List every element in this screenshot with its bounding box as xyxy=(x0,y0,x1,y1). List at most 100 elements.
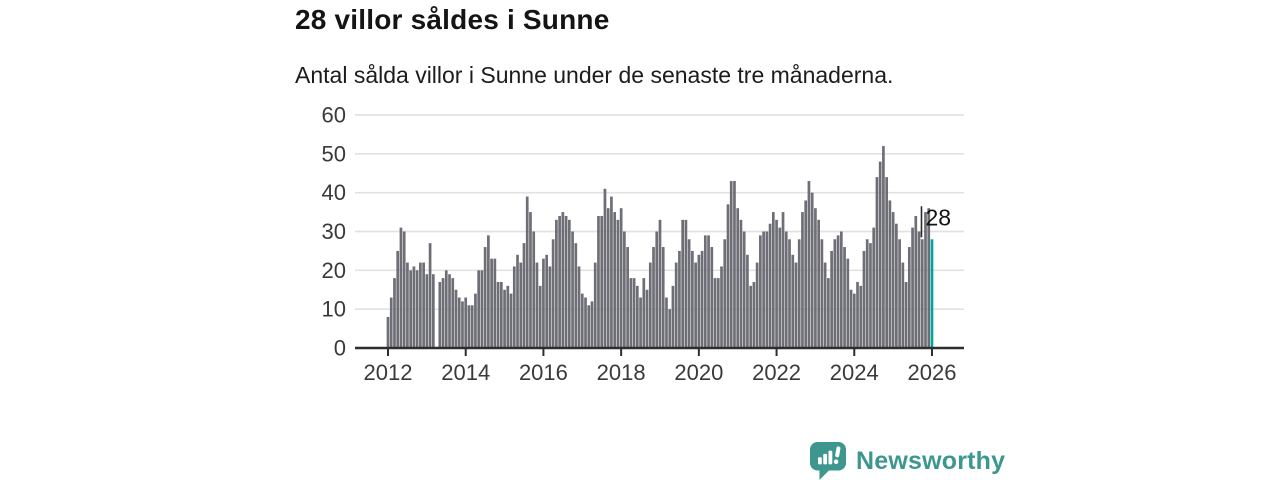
bar xyxy=(538,285,542,348)
chart-subtitle: Antal sålda villor i Sunne under de sena… xyxy=(295,62,894,88)
bar xyxy=(632,278,636,348)
bar xyxy=(616,219,620,348)
bar xyxy=(561,212,565,348)
bar xyxy=(506,285,510,348)
bar xyxy=(393,278,396,348)
bar xyxy=(480,270,484,348)
bar xyxy=(901,262,905,348)
bar xyxy=(703,235,707,348)
bar xyxy=(878,161,882,348)
bar xyxy=(833,239,837,348)
bar xyxy=(788,239,791,348)
bar xyxy=(532,231,536,348)
bar xyxy=(635,285,639,348)
bar xyxy=(775,219,778,348)
bar xyxy=(396,250,400,348)
bar xyxy=(477,270,481,348)
bar xyxy=(713,278,717,348)
bar xyxy=(529,212,532,348)
bar xyxy=(726,204,730,348)
bar xyxy=(720,266,723,348)
bar xyxy=(862,250,866,348)
y-axis-tick-label: 10 xyxy=(322,297,346,322)
bar xyxy=(882,146,885,348)
bar xyxy=(736,208,740,348)
bar xyxy=(875,177,879,348)
bar xyxy=(807,181,811,348)
bar xyxy=(496,281,500,348)
bar xyxy=(762,231,765,348)
bar xyxy=(911,227,914,348)
x-axis-tick-label: 2024 xyxy=(830,360,879,385)
bar xyxy=(716,278,720,348)
bar xyxy=(441,278,445,348)
bar xyxy=(895,223,898,348)
bar xyxy=(487,235,490,348)
x-axis-tick-label: 2012 xyxy=(364,360,413,385)
bar xyxy=(584,297,587,348)
bar xyxy=(827,278,830,348)
bar xyxy=(810,192,814,348)
bar xyxy=(652,247,655,348)
x-axis-tick-label: 2018 xyxy=(597,360,646,385)
y-axis-tick-label: 20 xyxy=(322,258,346,283)
bar xyxy=(535,262,539,348)
bar xyxy=(525,196,529,348)
bar xyxy=(885,177,888,348)
bar xyxy=(668,309,672,348)
bar xyxy=(448,274,451,348)
y-axis-tick-label: 0 xyxy=(334,336,346,361)
bar xyxy=(580,293,584,348)
page-title: 28 villor såldes i Sunne xyxy=(295,4,610,35)
bar xyxy=(765,231,769,348)
bar xyxy=(710,247,714,348)
bar xyxy=(891,212,895,348)
bar xyxy=(843,247,846,348)
bar xyxy=(600,215,604,348)
bar xyxy=(781,212,785,348)
bar xyxy=(577,266,581,348)
bar xyxy=(425,274,429,348)
bar xyxy=(661,247,665,348)
bar xyxy=(746,254,749,348)
bar xyxy=(512,266,516,348)
y-axis-tick-label: 60 xyxy=(322,103,346,128)
bar xyxy=(920,239,924,348)
bar xyxy=(564,215,568,348)
bar xyxy=(545,254,549,348)
x-axis-tick-label: 2014 xyxy=(441,360,490,385)
bar xyxy=(623,231,626,348)
bar xyxy=(483,247,487,348)
bar xyxy=(794,262,798,348)
bar xyxy=(927,208,931,348)
bar xyxy=(914,215,918,348)
bar xyxy=(402,231,406,348)
bar xyxy=(694,262,697,348)
bar xyxy=(412,266,416,348)
bar xyxy=(597,215,600,348)
bar xyxy=(386,316,390,348)
bar xyxy=(797,239,801,348)
bar xyxy=(457,297,461,348)
bar xyxy=(438,281,442,348)
bar xyxy=(626,247,629,348)
bar xyxy=(814,208,817,348)
bar xyxy=(830,250,833,348)
bar xyxy=(590,301,594,348)
x-axis-tick-label: 2020 xyxy=(674,360,723,385)
bar xyxy=(778,227,782,348)
bar xyxy=(739,219,743,348)
bar xyxy=(872,227,876,348)
bar xyxy=(603,188,607,348)
sales-bar-chart: 0 10 20 30 40 50 60 2012 2014 2016 2018 2020 2022 202… xyxy=(322,103,964,385)
bar xyxy=(804,200,808,348)
bar xyxy=(904,281,908,348)
bar xyxy=(658,219,662,348)
y-axis-tick-label: 40 xyxy=(322,180,346,205)
bar xyxy=(849,289,853,348)
bar xyxy=(470,305,474,348)
bar xyxy=(454,289,458,348)
bar xyxy=(522,243,526,348)
bar xyxy=(898,239,901,348)
bar xyxy=(768,223,772,348)
